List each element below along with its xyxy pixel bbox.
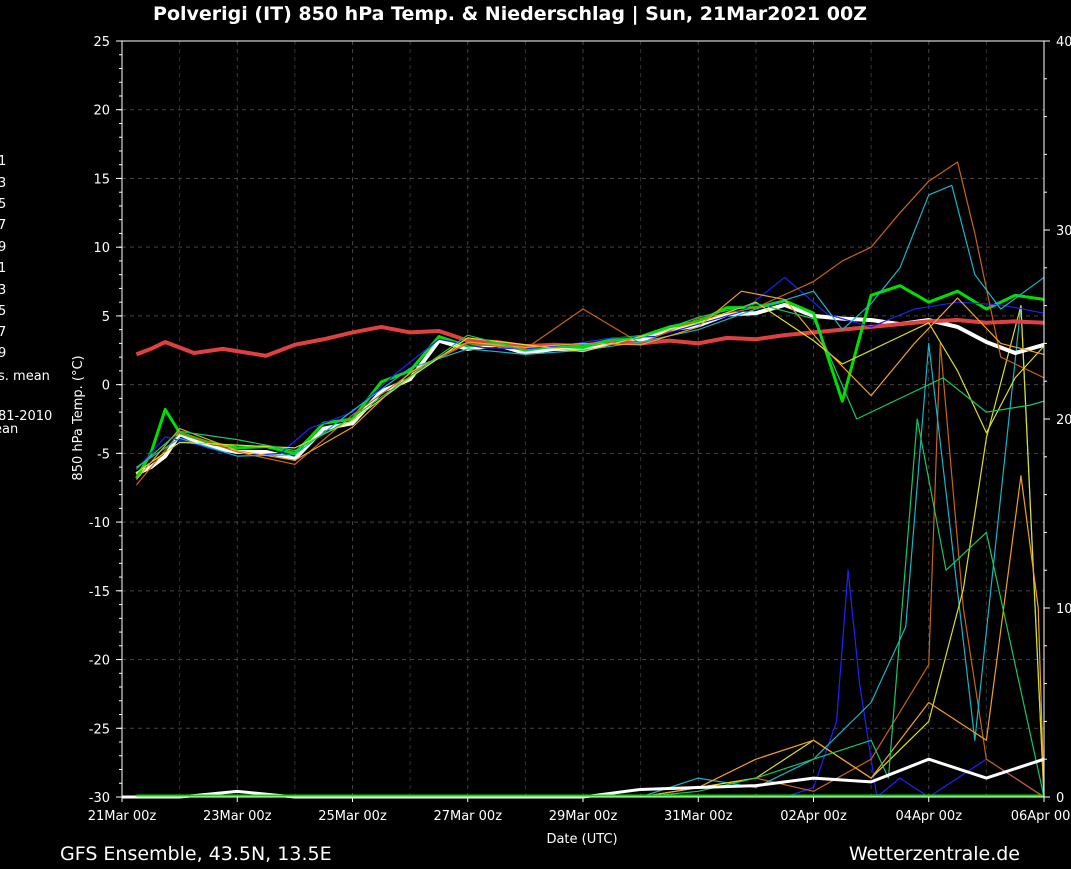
y-tick-label: -10 <box>89 516 110 531</box>
y-tick-label: -20 <box>89 654 110 669</box>
x-tick-label: 04Apr 00z <box>895 809 962 824</box>
legend-fragment: 7 <box>0 325 6 340</box>
y-tick-label: -5 <box>97 447 110 462</box>
legend-fragment: s. mean <box>0 369 50 384</box>
y-axis-label: 850 hPa Temp. (°C) <box>71 355 86 480</box>
legend-fragment: 1 <box>0 154 6 169</box>
legend-fragment: 9 <box>0 346 6 361</box>
y2-tick-label: 40 <box>1056 35 1071 50</box>
y-tick-label: -25 <box>89 722 110 737</box>
precip-line <box>640 342 1045 798</box>
x-tick-label: 23Mar 00z <box>203 809 272 824</box>
x-axis-label: Date (UTC) <box>546 832 617 847</box>
y-tick-label: 20 <box>93 104 110 119</box>
legend-fragment: 1 <box>0 261 6 276</box>
chart-title: Polverigi (IT) 850 hPa Temp. & Niedersch… <box>153 3 867 25</box>
temp-series-line <box>135 302 1045 476</box>
legend-fragment: 7 <box>0 218 6 233</box>
y-tick-label: 5 <box>102 310 110 325</box>
precip-line <box>640 305 1045 798</box>
temp-series-line <box>135 290 1045 480</box>
y2-tick-label: 10 <box>1056 602 1071 617</box>
y-tick-label: 25 <box>93 35 110 50</box>
precip-line <box>640 305 1045 798</box>
y-tick-label: -30 <box>89 791 110 806</box>
x-tick-label: 27Mar 00z <box>433 809 502 824</box>
grid <box>121 40 1045 798</box>
axes: 25 20 15 10 5 0 -5 -10 -15 -20 -25 -30 40 30 20 10 0 21Ma… <box>88 35 1071 824</box>
y2-tick-label: 0 <box>1056 791 1064 806</box>
legend-fragment: 9 <box>0 240 6 255</box>
legend-fragment: 81-2010 <box>0 409 52 424</box>
temp-series-line <box>135 284 1045 479</box>
x-tick-label: 31Mar 00z <box>664 809 733 824</box>
precip-line <box>640 475 1045 798</box>
precip-line <box>640 418 1045 798</box>
legend-fragment: 3 <box>0 176 6 191</box>
x-tick-label: 29Mar 00z <box>549 809 618 824</box>
legend-fragment: 5 <box>0 197 6 212</box>
y2-tick-label: 20 <box>1056 413 1071 428</box>
x-tick-label: 25Mar 00z <box>318 809 387 824</box>
temp-series-line <box>136 302 1045 469</box>
y-tick-label: 0 <box>102 379 110 394</box>
temp-series-line <box>136 184 1045 468</box>
temp-series-line <box>135 276 1045 471</box>
x-tick-label: 06Apr 00z <box>1011 809 1071 824</box>
legend-fragment: ean <box>0 422 18 437</box>
x-tick-label: 21Mar 00z <box>88 809 157 824</box>
y-tick-label: 15 <box>93 172 110 187</box>
legend: 1 3 5 7 9 1 3 5 7 9 s. mean 81-2010ean <box>0 154 52 437</box>
legend-fragment: 5 <box>0 304 6 319</box>
y-tick-label: 10 <box>93 241 110 256</box>
x-tick-label: 02Apr 00z <box>780 809 847 824</box>
temp-series-line <box>136 301 1045 474</box>
footer-model: GFS Ensemble, 43.5N, 13.5E <box>60 843 332 865</box>
legend-fragment: 3 <box>0 283 6 298</box>
precip-line <box>784 569 1045 798</box>
temp-series-line <box>135 161 1045 486</box>
footer-source: Wetterzentrale.de <box>849 843 1020 865</box>
y-tick-label: -15 <box>89 585 110 600</box>
y2-tick-label: 30 <box>1056 224 1071 239</box>
